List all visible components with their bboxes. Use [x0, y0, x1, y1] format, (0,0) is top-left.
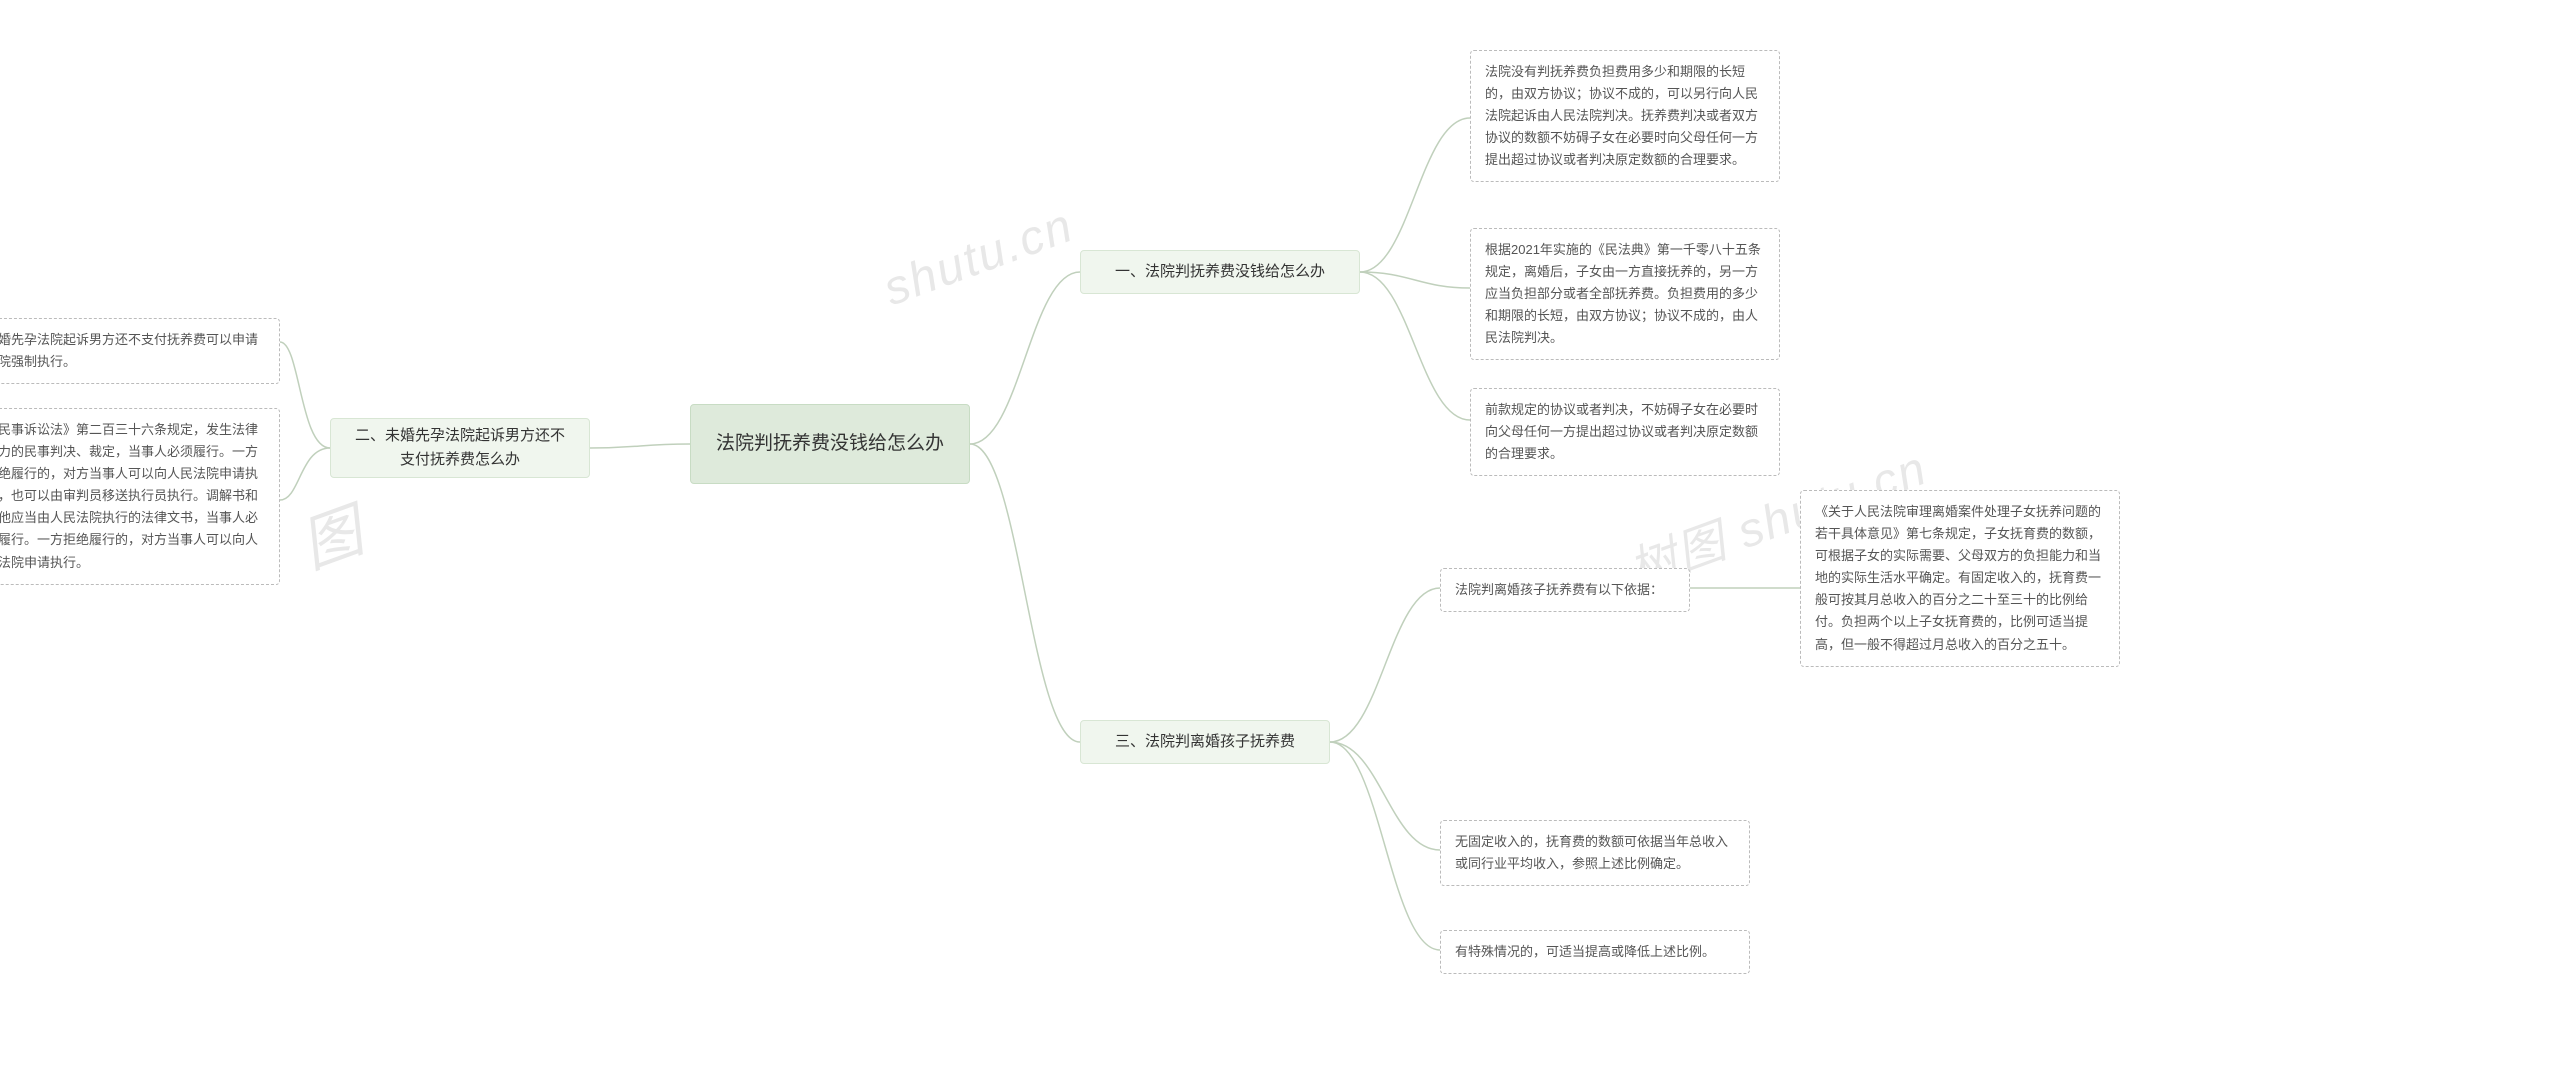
branch-node-2: 二、未婚先孕法院起诉男方还不支付抚养费怎么办 — [330, 418, 590, 478]
connectors — [0, 0, 2560, 1077]
leaf-node: 有特殊情况的，可适当提高或降低上述比例。 — [1440, 930, 1750, 974]
leaf-node: 《民事诉讼法》第二百三十六条规定，发生法律效力的民事判决、裁定，当事人必须履行。… — [0, 408, 280, 585]
leaf-node: 《关于人民法院审理离婚案件处理子女抚养问题的若干具体意见》第七条规定，子女抚育费… — [1800, 490, 2120, 667]
leaf-node: 法院没有判抚养费负担费用多少和期限的长短的，由双方协议；协议不成的，可以另行向人… — [1470, 50, 1780, 182]
root-node: 法院判抚养费没钱给怎么办 — [690, 404, 970, 484]
leaf-node: 根据2021年实施的《民法典》第一千零八十五条规定，离婚后，子女由一方直接抚养的… — [1470, 228, 1780, 360]
leaf-node: 未婚先孕法院起诉男方还不支付抚养费可以申请法院强制执行。 — [0, 318, 280, 384]
branch-node-1: 一、法院判抚养费没钱给怎么办 — [1080, 250, 1360, 294]
watermark: 图 — [287, 482, 375, 585]
branch-node-3: 三、法院判离婚孩子抚养费 — [1080, 720, 1330, 764]
watermark: shutu.cn — [877, 198, 1081, 317]
sub-node: 法院判离婚孩子抚养费有以下依据： — [1440, 568, 1690, 612]
leaf-node: 前款规定的协议或者判决，不妨碍子女在必要时向父母任何一方提出超过协议或者判决原定… — [1470, 388, 1780, 476]
leaf-node: 无固定收入的，抚育费的数额可依据当年总收入或同行业平均收入，参照上述比例确定。 — [1440, 820, 1750, 886]
